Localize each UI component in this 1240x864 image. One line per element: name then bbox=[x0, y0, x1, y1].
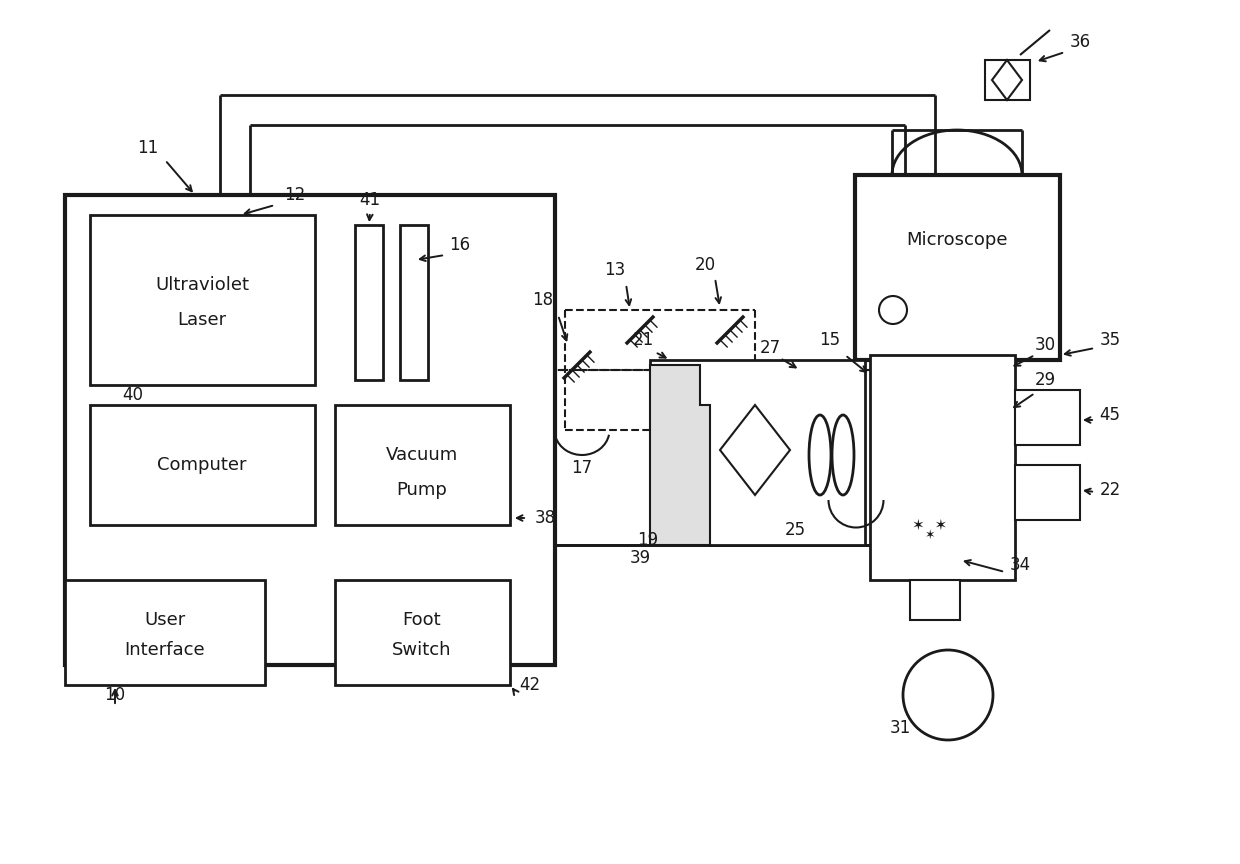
Bar bbox=[64, 195, 556, 665]
Text: 25: 25 bbox=[785, 521, 806, 539]
Text: 22: 22 bbox=[1100, 481, 1121, 499]
Text: 31: 31 bbox=[889, 719, 910, 737]
Text: 34: 34 bbox=[1009, 556, 1030, 574]
Text: Ultraviolet: Ultraviolet bbox=[155, 276, 249, 294]
Text: Vacuum: Vacuum bbox=[386, 446, 458, 464]
Text: 38: 38 bbox=[534, 509, 556, 527]
Text: 27: 27 bbox=[759, 339, 780, 357]
Text: ✶: ✶ bbox=[925, 529, 935, 542]
Bar bbox=[91, 215, 315, 385]
Bar bbox=[985, 60, 1030, 100]
Bar bbox=[91, 405, 315, 525]
Text: Microscope: Microscope bbox=[906, 231, 1008, 249]
Text: 10: 10 bbox=[104, 686, 125, 704]
Text: 19: 19 bbox=[637, 531, 658, 549]
Text: ✶  ✶: ✶ ✶ bbox=[913, 518, 947, 532]
Polygon shape bbox=[650, 365, 711, 545]
Polygon shape bbox=[992, 60, 1022, 100]
Text: 17: 17 bbox=[572, 459, 593, 477]
Bar bbox=[1016, 465, 1080, 520]
Bar bbox=[856, 175, 1060, 360]
Text: Pump: Pump bbox=[397, 481, 448, 499]
Bar bbox=[64, 580, 265, 685]
Bar bbox=[335, 405, 510, 525]
Text: Laser: Laser bbox=[177, 311, 227, 329]
Text: 29: 29 bbox=[1034, 371, 1055, 389]
Bar bbox=[401, 225, 428, 380]
Bar bbox=[910, 580, 960, 620]
Text: 30: 30 bbox=[1034, 336, 1055, 354]
Text: 45: 45 bbox=[1100, 406, 1121, 424]
Bar bbox=[650, 360, 866, 545]
Text: 40: 40 bbox=[123, 386, 144, 404]
Text: 41: 41 bbox=[360, 191, 381, 209]
Text: 18: 18 bbox=[532, 291, 553, 309]
Text: 39: 39 bbox=[630, 549, 651, 567]
Bar bbox=[355, 225, 383, 380]
Text: 20: 20 bbox=[694, 256, 715, 274]
Text: 16: 16 bbox=[449, 236, 470, 254]
Polygon shape bbox=[720, 405, 790, 495]
Text: 12: 12 bbox=[284, 186, 305, 204]
Text: 21: 21 bbox=[632, 331, 653, 349]
Text: Interface: Interface bbox=[125, 641, 206, 659]
Text: 36: 36 bbox=[1069, 33, 1090, 51]
Text: 35: 35 bbox=[1100, 331, 1121, 349]
Text: 42: 42 bbox=[520, 676, 541, 694]
Bar bbox=[335, 580, 510, 685]
Text: 13: 13 bbox=[604, 261, 626, 279]
Text: Computer: Computer bbox=[157, 456, 247, 474]
Text: 11: 11 bbox=[138, 139, 159, 157]
Text: 15: 15 bbox=[820, 331, 841, 349]
Text: Switch: Switch bbox=[392, 641, 451, 659]
Text: User: User bbox=[144, 611, 186, 629]
Text: Foot: Foot bbox=[403, 611, 441, 629]
Bar bbox=[870, 355, 1016, 580]
Bar bbox=[1016, 390, 1080, 445]
